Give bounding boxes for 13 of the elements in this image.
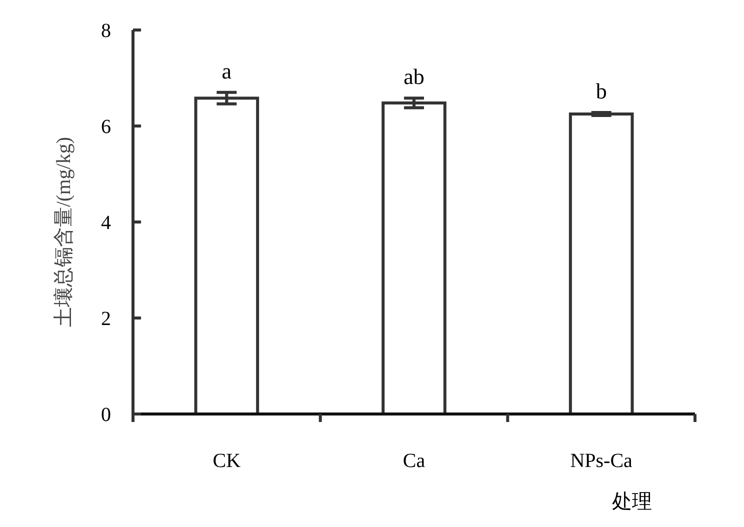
y-tick-label: 4 xyxy=(101,212,111,234)
annotation: a xyxy=(222,58,232,84)
y-tick-label: 8 xyxy=(101,20,111,42)
y-tick-label: 6 xyxy=(101,116,111,138)
x-tick-label: CK xyxy=(212,450,242,472)
annotation: ab xyxy=(404,64,424,90)
annotation: b xyxy=(596,78,607,104)
x-tick-label: NPs-Ca xyxy=(570,450,633,472)
y-tick-label: 2 xyxy=(101,308,111,330)
x-axis-title: 处理 xyxy=(612,491,652,513)
x-tick-label: Ca xyxy=(402,450,426,472)
y-axis-title: 土壤总镉含量/(mg/kg) xyxy=(53,137,75,327)
y-tick-label: 0 xyxy=(101,404,111,426)
